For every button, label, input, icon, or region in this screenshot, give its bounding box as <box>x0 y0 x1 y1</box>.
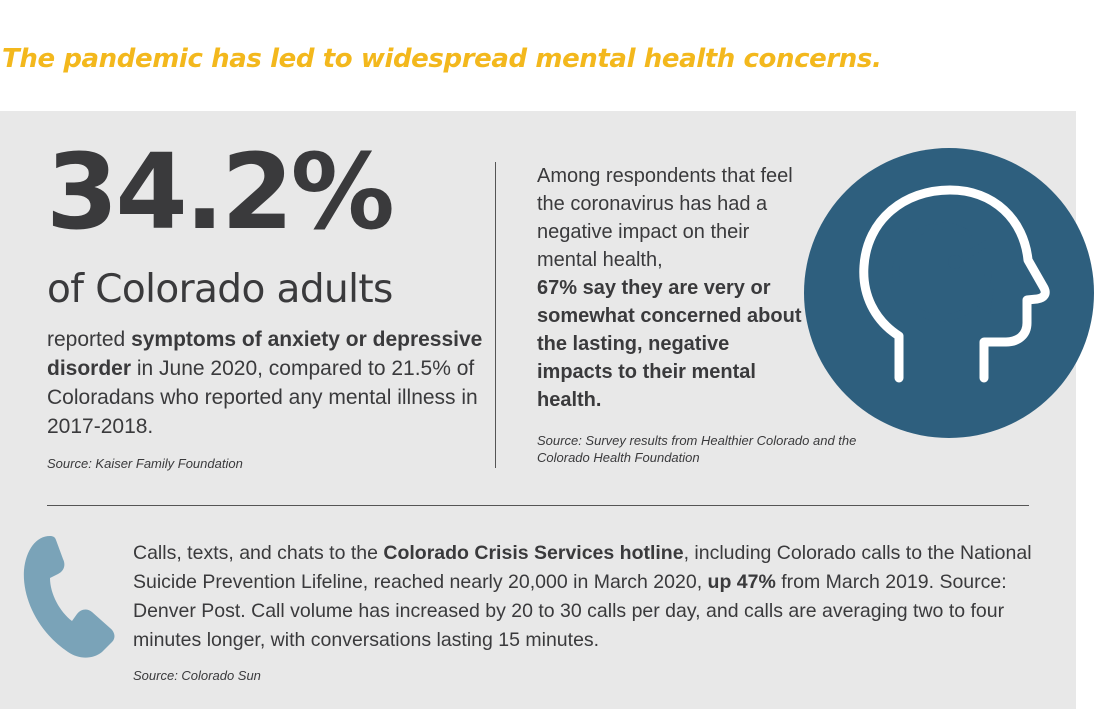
head-with-clock-icon <box>804 148 1094 438</box>
bottom-body-part-3: from March 2019. Source: Denver Post. Ca… <box>133 571 1007 651</box>
right-source: Source: Survey results from Healthier Co… <box>537 433 857 465</box>
bottom-source: Source: Colorado Sun <box>133 668 261 683</box>
bottom-body-part-2: , including Colorado calls to the Nation… <box>133 542 1032 593</box>
left-body-bold: symptoms of anxiety or depressive disord… <box>47 328 483 380</box>
left-source: Source: Kaiser Family Foundation <box>47 456 243 471</box>
horizontal-divider <box>47 505 1029 506</box>
left-body-text: reported symptoms of anxiety or depressi… <box>47 325 487 441</box>
right-body-bold: 67% say they are very or somewhat concer… <box>537 277 802 411</box>
right-body-part-1: Among respondents that feel the coronavi… <box>537 165 793 271</box>
left-body-part-1: reported <box>47 328 132 351</box>
right-body-text: Among respondents that feel the coronavi… <box>537 162 807 414</box>
bottom-body-bold-2: up 47% <box>707 571 776 593</box>
bottom-body-bold-1: Colorado Crisis Services hotline <box>383 542 684 564</box>
stat-subject: of Colorado adults <box>47 267 393 312</box>
vertical-divider <box>495 162 496 468</box>
headline: The pandemic has led to widespread menta… <box>2 44 882 74</box>
bottom-body-text: Calls, texts, and chats to the Colorado … <box>133 539 1063 655</box>
left-body-part-2: in June 2020, compared to 21.5% of Color… <box>47 357 478 438</box>
big-stat-percentage: 34.2% <box>46 131 395 253</box>
bottom-body-part-1: Calls, texts, and chats to the <box>133 542 384 564</box>
phone-handset-icon <box>23 536 115 658</box>
